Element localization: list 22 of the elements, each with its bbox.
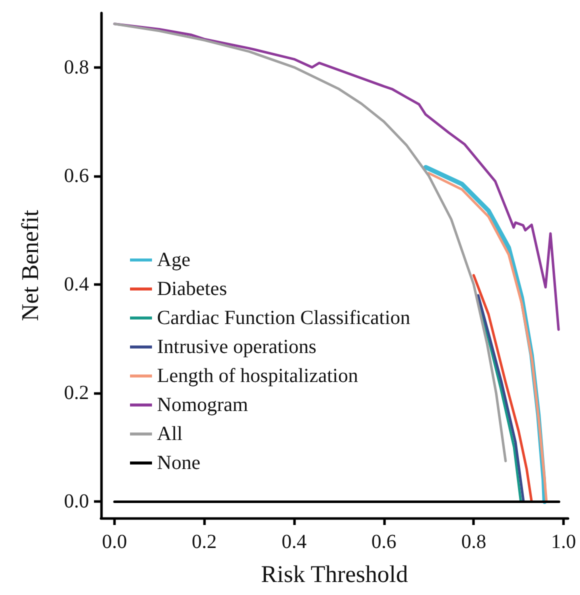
legend-label: All [157, 423, 183, 445]
y-axis-title: Net Benefit [18, 210, 44, 322]
y-tick-label: 0.0 [64, 490, 89, 513]
x-tick-label: 0.2 [192, 531, 217, 553]
x-axis-title: Risk Threshold [261, 562, 408, 588]
legend-label: Diabetes [157, 278, 228, 300]
y-tick-label: 0.2 [64, 382, 89, 404]
line-series [472, 274, 533, 503]
y-tick-label: 0.4 [64, 274, 89, 296]
legend-label: Age [157, 249, 190, 271]
legend-label: None [157, 452, 200, 474]
legend-label: Length of hospitalization [157, 365, 358, 387]
x-tick-label: 0.8 [461, 531, 486, 553]
x-tick-label: 0.0 [102, 531, 127, 553]
legend-label: Cardiac Function Classification [157, 307, 410, 329]
x-tick-label: 0.4 [282, 531, 307, 553]
y-tick-label: 0.6 [64, 164, 89, 187]
x-tick-label: 0.6 [371, 531, 396, 553]
x-tick-label: 1.0 [551, 531, 576, 553]
legend-label: Nomogram [157, 394, 249, 416]
y-tick-label: 0.8 [64, 56, 89, 78]
legend-label: Intrusive operations [157, 336, 317, 358]
